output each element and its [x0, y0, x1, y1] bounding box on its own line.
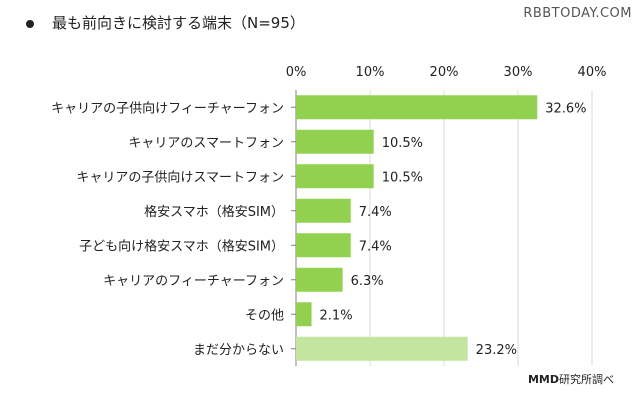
x-tick-label: 10%	[356, 65, 385, 80]
bar	[296, 267, 343, 292]
data-label: 10.5%	[382, 170, 423, 185]
x-tick-label: 20%	[430, 65, 459, 80]
bar	[296, 302, 312, 327]
x-tick-label: 40%	[578, 65, 607, 80]
source-brand: MMD	[527, 373, 559, 386]
source-note: MMD研究所調べ	[528, 371, 614, 387]
category-label: キャリアのフィーチャーフォン	[103, 274, 284, 289]
title-bullet-icon	[26, 19, 34, 28]
category-label: キャリアの子供向けスマートフォン	[76, 169, 284, 185]
x-tick-label: 30%	[504, 65, 533, 80]
bar	[296, 164, 374, 189]
data-label: 6.3%	[351, 274, 384, 289]
x-tick-label: 0%	[286, 65, 307, 80]
category-label: 子ども向け格安スマホ（格安SIM）	[79, 238, 284, 254]
bar	[296, 198, 351, 223]
data-label: 23.2%	[476, 343, 517, 358]
bar	[296, 129, 374, 154]
source-suffix: 研究所調べ	[559, 373, 614, 386]
chart-title: 最も前向きに検討する端末（N=95）	[26, 12, 305, 33]
category-label: キャリアの子供向けフィーチャーフォン	[51, 100, 284, 116]
data-label: 10.5%	[382, 136, 423, 151]
watermark: RBBTODAY.COM	[523, 6, 632, 21]
data-label: 32.6%	[545, 101, 586, 116]
category-label: キャリアのスマートフォン	[128, 136, 284, 151]
data-label: 7.4%	[359, 239, 392, 254]
chart-title-text: 最も前向きに検討する端末（N=95）	[52, 14, 305, 32]
category-label: その他	[245, 308, 284, 323]
category-label: まだ分からない	[193, 343, 284, 358]
data-label: 7.4%	[359, 205, 392, 220]
bar	[296, 233, 351, 258]
category-label: 格安スマホ（格安SIM）	[144, 204, 284, 220]
data-label: 2.1%	[320, 308, 353, 323]
bar	[296, 95, 538, 120]
bar	[296, 336, 468, 361]
